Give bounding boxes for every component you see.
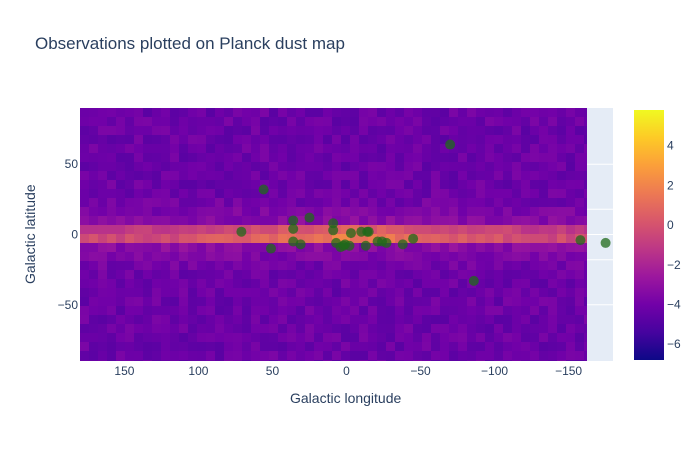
observation-point (408, 233, 419, 244)
x-tick-label: −100 (481, 364, 508, 378)
colorbar-tick-label: −4 (667, 297, 681, 311)
y-tick-labels: 50 0 −50 (58, 157, 79, 312)
chart-title: Observations plotted on Planck dust map (35, 34, 345, 53)
x-tick-label: −50 (410, 364, 431, 378)
observation-point (468, 275, 479, 286)
y-tick-label: 0 (71, 228, 78, 242)
observation-point (575, 235, 586, 246)
x-tick-label: 0 (343, 364, 350, 378)
colorbar-tick-label: 2 (667, 178, 674, 192)
observation-point (328, 225, 339, 236)
x-tick-label: −150 (555, 364, 582, 378)
observation-point (236, 226, 247, 237)
x-tick-label: 50 (266, 364, 280, 378)
colorbar-tick-label: 4 (667, 139, 674, 153)
observation-point (328, 218, 339, 229)
observation-point (258, 184, 269, 195)
y-tick-label: −50 (58, 298, 79, 312)
x-tick-label: 150 (114, 364, 134, 378)
observation-point (397, 239, 408, 250)
y-tick-label: 50 (65, 157, 79, 171)
observation-point (265, 243, 276, 254)
marker-layer (236, 139, 611, 286)
observation-point (600, 237, 611, 248)
observation-point (295, 239, 306, 250)
x-axis-title: Galactic longitude (290, 390, 402, 406)
observation-point (360, 240, 371, 251)
dust-map-heatmap (80, 108, 587, 361)
colorbar-tick-label: −6 (667, 337, 681, 351)
observation-point (363, 226, 374, 237)
x-tick-label: 100 (188, 364, 208, 378)
observation-point (304, 212, 315, 223)
colorbar-tick-labels: 4 2 0 −2 −4 −6 (667, 139, 681, 351)
colorbar (634, 110, 664, 360)
observation-point (381, 237, 392, 248)
colorbar-tick-label: −2 (667, 258, 681, 272)
x-tick-labels: 150 100 50 0 −50 −100 −150 (114, 364, 582, 378)
observation-point (345, 228, 356, 239)
observation-point (445, 139, 456, 150)
colorbar-tick-label: 0 (667, 218, 674, 232)
observation-point (344, 240, 355, 251)
observation-point (288, 215, 299, 226)
y-axis-title: Galactic latitude (22, 184, 38, 284)
observation-point (288, 223, 299, 234)
